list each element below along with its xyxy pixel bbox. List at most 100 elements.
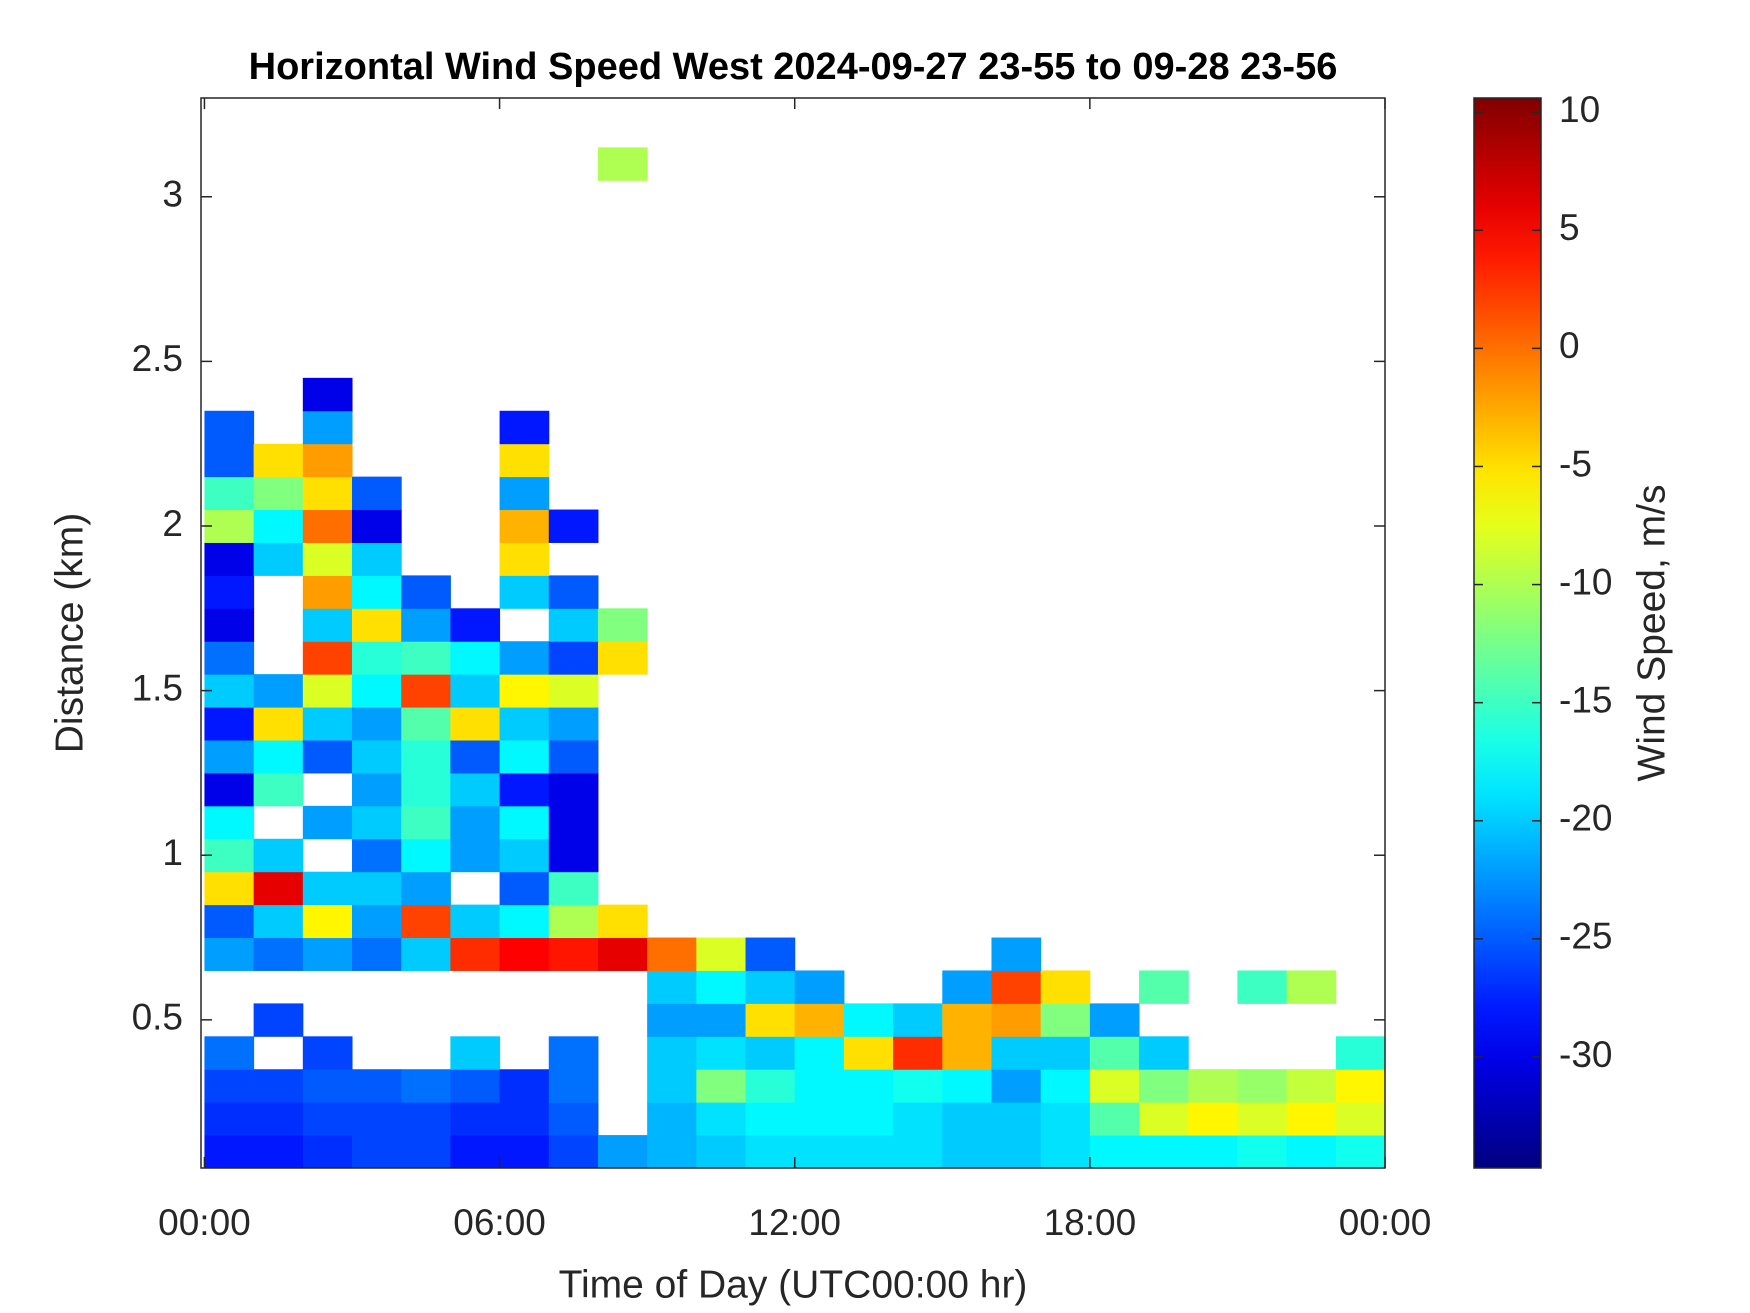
heatmap-cell [794,1036,845,1070]
heatmap-cell [499,904,550,939]
heatmap-cell [597,641,648,675]
heatmap-cell [893,1036,943,1070]
x-tick-label: 00:00 [158,1202,251,1243]
heatmap-cell [401,937,451,971]
heatmap-cell [499,509,550,543]
heatmap-cell [647,1003,697,1037]
heatmap-cell [302,1102,353,1136]
heatmap-cell [450,937,501,971]
heatmap-cell [302,542,353,576]
heatmap-cell [253,707,304,741]
heatmap-cell [204,641,255,675]
heatmap-cell [1139,1069,1189,1103]
heatmap-cell [450,740,501,774]
heatmap-cell [1040,1135,1091,1169]
heatmap-cell [253,904,304,939]
heatmap-cell [253,476,304,511]
colorbar-label: Wind Speed, m/s [1630,485,1673,782]
heatmap-cell [253,838,304,873]
heatmap-cell [942,1102,992,1136]
heatmap [204,147,1386,1169]
heatmap-cell [597,937,648,971]
heatmap-cell [548,509,599,543]
x-axis-label: Time of Day (UTC00:00 hr) [559,1263,1028,1306]
heatmap-cell [204,707,255,741]
heatmap-cell [991,1135,1042,1169]
y-axis-label: Distance (km) [48,513,91,754]
heatmap-cell [597,608,648,642]
heatmap-cell [499,740,550,774]
heatmap-cell [548,937,599,971]
heatmap-cell [745,1036,796,1070]
heatmap-cell [597,904,648,939]
heatmap-cell [696,937,747,971]
heatmap-cell [253,937,304,971]
plot-frame [200,97,1386,1169]
heatmap-cell [450,1069,501,1103]
colorbar-tick-label: -15 [1559,679,1612,720]
heatmap-cell [253,443,304,478]
heatmap-cell [302,707,353,741]
heatmap-cell [548,575,599,609]
heatmap-cell [991,970,1042,1004]
heatmap-cell [204,740,255,774]
heatmap-cell [794,970,845,1004]
heatmap-cell [352,1069,402,1103]
heatmap-cell [204,805,255,840]
heatmap-cell [204,476,255,511]
heatmap-cell [204,443,255,478]
heatmap-cell [1089,1036,1140,1070]
heatmap-cell [1089,1069,1140,1103]
heatmap-cell [204,937,255,971]
heatmap-cell [745,1102,796,1136]
heatmap-cell [843,1003,894,1037]
heatmap-cell [1040,1102,1091,1136]
heatmap-cell [991,1003,1042,1037]
heatmap-cell [352,1135,402,1169]
heatmap-cell [893,1003,943,1037]
heatmap-cell [745,937,796,971]
y-tick-label: 0.5 [132,997,183,1038]
y-tick-label: 2.5 [132,338,183,379]
heatmap-cell [352,575,402,609]
heatmap-cell [401,1102,451,1136]
heatmap-cell [352,542,402,576]
heatmap-cell [499,443,550,478]
heatmap-cell [302,443,353,478]
heatmap-cell [1286,1069,1337,1103]
heatmap-cell [991,937,1042,971]
heatmap-cell [302,377,353,412]
heatmap-cell [499,805,550,840]
heatmap-cell [1286,1102,1337,1136]
heatmap-cell [253,1135,304,1169]
colorbar-tick-label: -20 [1559,798,1612,839]
heatmap-cell [352,740,402,774]
heatmap-cell [548,1069,599,1103]
heatmap-cell [696,1036,747,1070]
heatmap-cell [352,674,402,708]
heatmap-cell [696,1003,747,1037]
y-tick-label: 1 [162,832,183,873]
heatmap-cell [499,838,550,873]
heatmap-cell [499,772,550,807]
heatmap-cell [499,871,550,906]
heatmap-cell [1040,1003,1091,1037]
heatmap-cell [352,805,402,840]
heatmap-cell [1089,1003,1140,1037]
heatmap-cell [302,608,353,642]
heatmap-cell [401,838,451,873]
heatmap-cell [450,641,501,675]
colorbar-tick-label: -10 [1559,561,1612,602]
heatmap-cell [302,871,353,906]
heatmap-cell [499,1135,550,1169]
heatmap-cell [204,904,255,939]
heatmap-cell [1040,1069,1091,1103]
heatmap-cell [352,1102,402,1136]
heatmap-cell [745,1069,796,1103]
heatmap-cell [253,542,304,576]
heatmap-cell [401,740,451,774]
heatmap-cell [253,509,304,543]
heatmap-cell [204,1135,255,1169]
heatmap-cell [696,1102,747,1136]
heatmap-cell [302,1036,353,1070]
